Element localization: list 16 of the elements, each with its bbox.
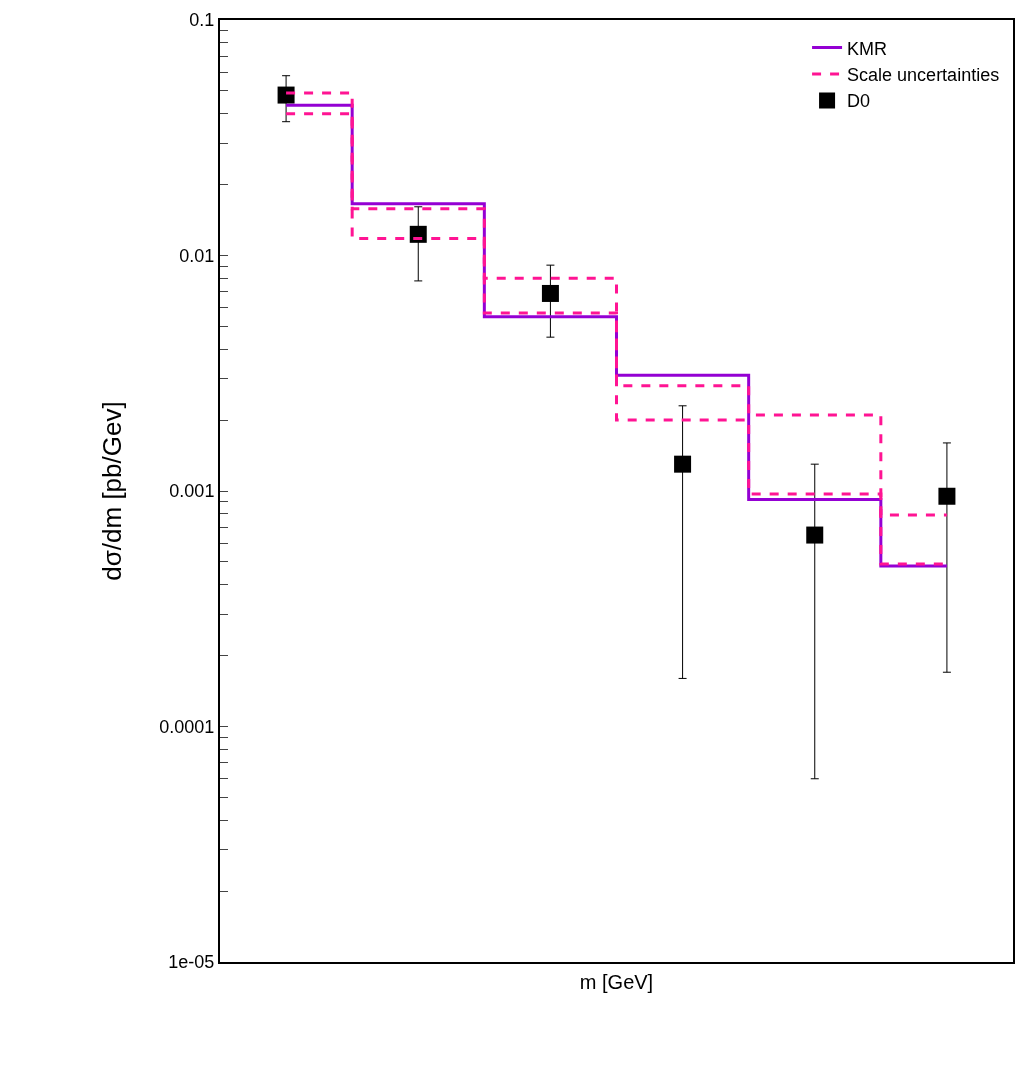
y-tick-label: 0.01 (179, 245, 215, 266)
y-tick-label: 1e-05 (168, 952, 215, 973)
y-tick-label: 0.1 (189, 10, 215, 31)
point (277, 86, 295, 104)
y-axis-title: dσ/dm [pb/Gev] (97, 401, 128, 581)
x-axis-title: m [GeV] (579, 971, 654, 994)
legend-label: Scale uncertainties (847, 65, 1000, 86)
y-tick-label: 0.0001 (159, 716, 215, 737)
point (541, 284, 559, 302)
point (938, 487, 956, 505)
legend-label: D0 (847, 91, 871, 112)
point (806, 526, 824, 544)
point (409, 225, 427, 243)
y-tick-label: 0.001 (169, 481, 215, 502)
legend-label: KMR (847, 38, 888, 59)
point (674, 455, 692, 473)
